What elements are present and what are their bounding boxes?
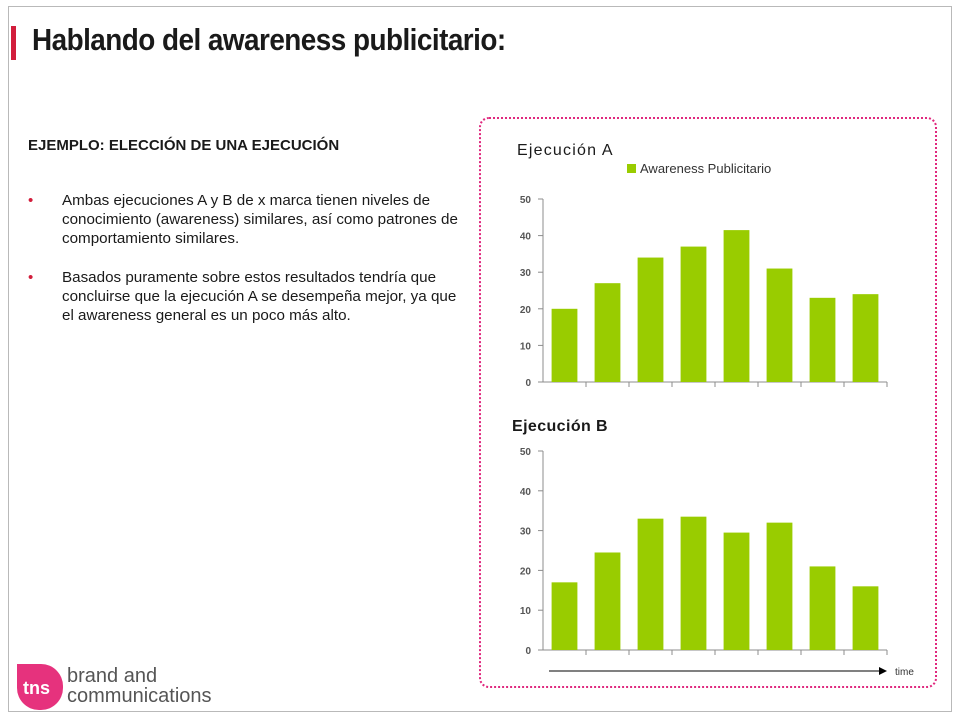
y-tick-label: 20 xyxy=(520,566,532,577)
legend-swatch xyxy=(627,164,636,173)
bullet-text: Ambas ejecuciones A y B de x marca tiene… xyxy=(62,192,458,247)
logo-text: brand and communications xyxy=(67,666,212,706)
bar xyxy=(594,283,621,382)
company-logo: tns brand and communications xyxy=(17,664,263,714)
bar xyxy=(680,516,707,650)
bullet-dot: • xyxy=(28,192,34,209)
section-heading: EJEMPLO: ELECCIÓN DE UNA EJECUCIÓN xyxy=(28,137,340,154)
bullet-list: • Ambas ejecuciones A y B de x marca tie… xyxy=(28,191,468,345)
chart-title: Ejecución A xyxy=(517,142,614,159)
bar xyxy=(809,566,836,650)
bullet-text: Basados puramente sobre estos resultados… xyxy=(62,269,457,324)
bar xyxy=(723,230,750,382)
y-tick-label: 10 xyxy=(520,341,532,352)
page-title: Hablando del awareness publicitario: xyxy=(32,22,506,57)
bar xyxy=(766,522,793,650)
y-tick-label: 30 xyxy=(520,268,532,279)
bar xyxy=(551,582,578,650)
bullet-dot: • xyxy=(28,269,34,286)
bar xyxy=(766,268,793,382)
y-tick-label: 20 xyxy=(520,305,532,316)
chart-container: Ejecución A Awareness Publicitario 0 10 20 30… xyxy=(479,117,937,688)
y-tick-label: 10 xyxy=(520,606,532,617)
legend-label: Awareness Publicitario xyxy=(640,161,771,176)
bar xyxy=(809,297,836,382)
bar xyxy=(852,586,879,650)
y-tick-label: 0 xyxy=(525,646,531,657)
logo-badge: tns xyxy=(17,664,63,710)
y-tick-label: 50 xyxy=(520,447,532,458)
bar xyxy=(637,518,664,650)
y-tick-label: 40 xyxy=(520,232,532,243)
bullet-item: • Basados puramente sobre estos resultad… xyxy=(28,268,468,325)
y-tick-label: 0 xyxy=(525,378,531,389)
charts-svg: Ejecución A Awareness Publicitario 0 10 20 30… xyxy=(512,142,914,678)
logo-badge-text: tns xyxy=(23,678,50,698)
slide-frame xyxy=(8,6,952,712)
y-tick-label: 40 xyxy=(520,487,532,498)
logo-line-1: brand and xyxy=(67,665,158,687)
bar xyxy=(680,246,707,382)
bar xyxy=(594,552,621,650)
bullet-item: • Ambas ejecuciones A y B de x marca tie… xyxy=(28,191,468,248)
y-tick-label: 30 xyxy=(520,527,532,538)
bar xyxy=(551,308,578,382)
bar xyxy=(637,257,664,382)
accent-bar xyxy=(11,26,16,60)
time-arrow-head xyxy=(879,667,887,675)
x-axis-label: time xyxy=(895,667,914,678)
chart-title: Ejecución B xyxy=(512,418,608,435)
bar xyxy=(852,294,879,382)
bar xyxy=(723,532,750,650)
y-tick-label: 50 xyxy=(520,195,532,206)
logo-line-2: communications xyxy=(67,685,212,707)
